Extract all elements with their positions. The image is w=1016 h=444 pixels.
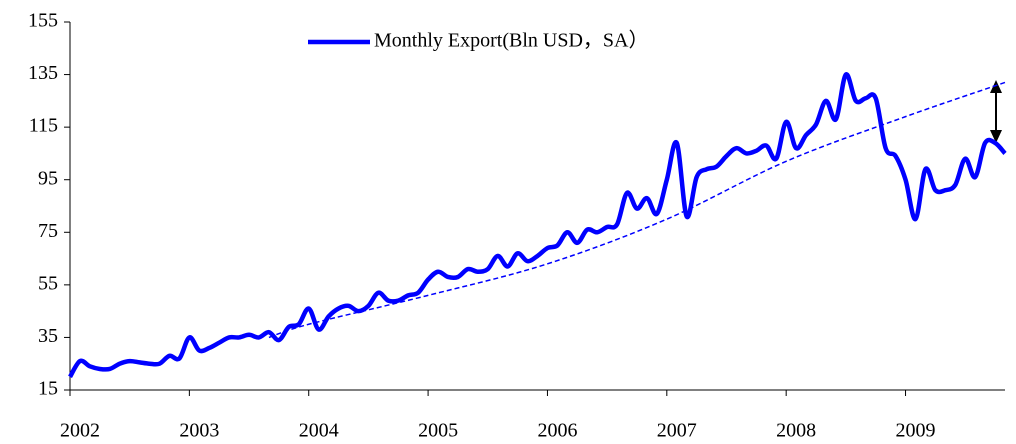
x-tick-label: 2008 xyxy=(776,420,816,442)
y-tick-label: 55 xyxy=(38,272,58,294)
y-tick-label: 95 xyxy=(38,167,58,189)
x-tick-label: 2009 xyxy=(896,420,936,442)
y-tick-label: 35 xyxy=(38,325,58,347)
series-line xyxy=(68,72,1007,379)
y-tick-label: 75 xyxy=(38,220,58,242)
x-tick-label: 2006 xyxy=(537,420,577,442)
trend-line xyxy=(268,81,1006,339)
x-tick-label: 2002 xyxy=(60,420,100,442)
x-tick-label: 2007 xyxy=(657,420,697,442)
legend-label: Monthly Export(Bln USD，SA） xyxy=(374,29,648,52)
y-tick-label: 155 xyxy=(28,10,58,32)
arrow-head xyxy=(990,80,1002,93)
x-tick-label: 2005 xyxy=(418,420,458,442)
x-tick-label: 2004 xyxy=(299,420,339,442)
arrow-head xyxy=(990,130,1002,143)
y-tick-label: 15 xyxy=(38,378,58,400)
x-tick-label: 2003 xyxy=(179,420,219,442)
y-tick-label: 135 xyxy=(28,62,58,84)
y-tick-label: 115 xyxy=(29,115,58,137)
